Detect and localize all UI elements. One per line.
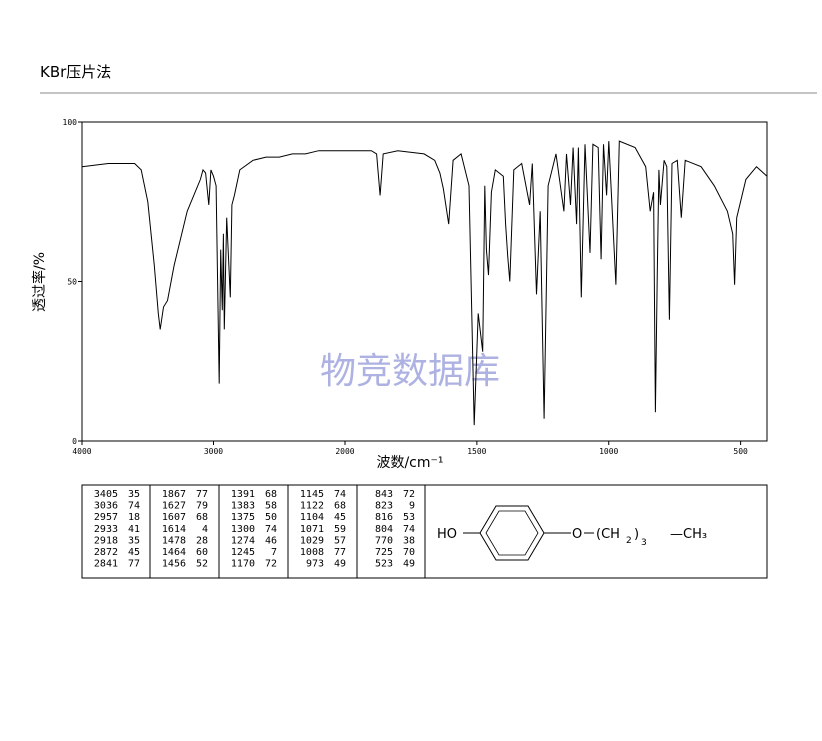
peak-wavenumber: 2933 bbox=[94, 524, 118, 535]
peak-transmittance: 68 bbox=[196, 512, 208, 523]
peak-transmittance: 50 bbox=[265, 512, 277, 523]
peak-wavenumber: 1071 bbox=[300, 524, 324, 535]
structure bbox=[463, 505, 594, 561]
peak-transmittance: 74 bbox=[403, 524, 415, 535]
peak-wavenumber: 2872 bbox=[94, 547, 118, 558]
peak-transmittance: 68 bbox=[265, 489, 277, 500]
peak-wavenumber: 1867 bbox=[162, 489, 186, 500]
chain: (CH bbox=[596, 527, 620, 542]
peak-wavenumber: 3405 bbox=[94, 489, 118, 500]
y-tick-label: 100 bbox=[63, 118, 78, 127]
peak-wavenumber: 1383 bbox=[231, 501, 255, 512]
x-tick-label: 3000 bbox=[204, 447, 223, 456]
peak-transmittance: 77 bbox=[334, 547, 346, 558]
peak-wavenumber: 523 bbox=[375, 559, 393, 570]
hydroxyl: HO bbox=[437, 527, 457, 542]
peak-transmittance: 45 bbox=[128, 547, 140, 558]
peak-wavenumber: 1170 bbox=[231, 559, 255, 570]
terminal: —CH₃ bbox=[670, 527, 707, 542]
plot-frame bbox=[81, 121, 768, 442]
peak-wavenumber: 816 bbox=[375, 512, 393, 523]
ether-o: O bbox=[572, 527, 582, 542]
peak-transmittance: 77 bbox=[196, 489, 208, 500]
peak-transmittance: 41 bbox=[128, 524, 140, 535]
sub: 3 bbox=[641, 538, 647, 548]
chain: ) bbox=[634, 527, 639, 542]
peak-wavenumber: 2918 bbox=[94, 535, 118, 546]
x-tick-label: 500 bbox=[733, 447, 748, 456]
peak-transmittance: 18 bbox=[128, 512, 140, 523]
x-axis-label: 波数/cm⁻¹ bbox=[376, 455, 443, 471]
peak-wavenumber: 770 bbox=[375, 535, 393, 546]
peak-transmittance: 59 bbox=[334, 524, 346, 535]
peak-transmittance: 74 bbox=[128, 501, 140, 512]
peak-wavenumber: 823 bbox=[375, 501, 393, 512]
peak-wavenumber: 1274 bbox=[231, 535, 255, 546]
peak-transmittance: 74 bbox=[334, 489, 346, 500]
peak-transmittance: 45 bbox=[334, 512, 346, 523]
spectrum bbox=[81, 140, 768, 426]
watermark: 物竞数据库 bbox=[320, 351, 500, 392]
peak-wavenumber: 1122 bbox=[300, 501, 324, 512]
peak-transmittance: 9 bbox=[409, 501, 415, 512]
peak-wavenumber: 1391 bbox=[231, 489, 255, 500]
peak-transmittance: 68 bbox=[334, 501, 346, 512]
peak-transmittance: 35 bbox=[128, 489, 140, 500]
peak-transmittance: 74 bbox=[265, 524, 277, 535]
y-tick-label: 50 bbox=[67, 278, 77, 287]
peak-wavenumber: 1456 bbox=[162, 559, 186, 570]
peak-wavenumber: 1008 bbox=[300, 547, 324, 558]
y-axis-label: 透过率/% bbox=[31, 252, 48, 312]
peak-wavenumber: 1464 bbox=[162, 547, 186, 558]
y-tick-label: 0 bbox=[72, 437, 77, 446]
peak-wavenumber: 1029 bbox=[300, 535, 324, 546]
peak-wavenumber: 1627 bbox=[162, 501, 186, 512]
peak-wavenumber: 3036 bbox=[94, 501, 118, 512]
peak-transmittance: 46 bbox=[265, 535, 277, 546]
peak-wavenumber: 1614 bbox=[162, 524, 186, 535]
peak-wavenumber: 2957 bbox=[94, 512, 118, 523]
x-tick-label: 1000 bbox=[599, 447, 618, 456]
peak-transmittance: 77 bbox=[128, 559, 140, 570]
peak-wavenumber: 1607 bbox=[162, 512, 186, 523]
peak-wavenumber: 1375 bbox=[231, 512, 255, 523]
peak-wavenumber: 1300 bbox=[231, 524, 255, 535]
peak-transmittance: 49 bbox=[403, 559, 415, 570]
peak-transmittance: 7 bbox=[271, 547, 277, 558]
peak-wavenumber: 1478 bbox=[162, 535, 186, 546]
peak-wavenumber: 804 bbox=[375, 524, 393, 535]
peak-transmittance: 38 bbox=[403, 535, 415, 546]
peak-transmittance: 49 bbox=[334, 559, 346, 570]
peak-wavenumber: 1245 bbox=[231, 547, 255, 558]
peak-transmittance: 57 bbox=[334, 535, 346, 546]
title: KBr压片法 bbox=[40, 63, 111, 81]
peak-transmittance: 53 bbox=[403, 512, 415, 523]
peak-transmittance: 58 bbox=[265, 501, 277, 512]
peak-transmittance: 35 bbox=[128, 535, 140, 546]
peak-transmittance: 72 bbox=[265, 559, 277, 570]
peak-transmittance: 79 bbox=[196, 501, 208, 512]
peak-wavenumber: 1104 bbox=[300, 512, 324, 523]
x-tick-label: 4000 bbox=[72, 447, 91, 456]
x-tick-label: 2000 bbox=[335, 447, 354, 456]
peak-wavenumber: 2841 bbox=[94, 559, 118, 570]
peak-wavenumber: 725 bbox=[375, 547, 393, 558]
x-tick-label: 1500 bbox=[467, 447, 486, 456]
peak-wavenumber: 1145 bbox=[300, 489, 324, 500]
sub: 2 bbox=[626, 536, 632, 546]
peak-wavenumber: 973 bbox=[306, 559, 324, 570]
peak-transmittance: 28 bbox=[196, 535, 208, 546]
peak-wavenumber: 843 bbox=[375, 489, 393, 500]
peak-transmittance: 60 bbox=[196, 547, 208, 558]
peak-transmittance: 70 bbox=[403, 547, 415, 558]
peak-transmittance: 72 bbox=[403, 489, 415, 500]
peak-transmittance: 52 bbox=[196, 559, 208, 570]
peak-transmittance: 4 bbox=[202, 524, 208, 535]
